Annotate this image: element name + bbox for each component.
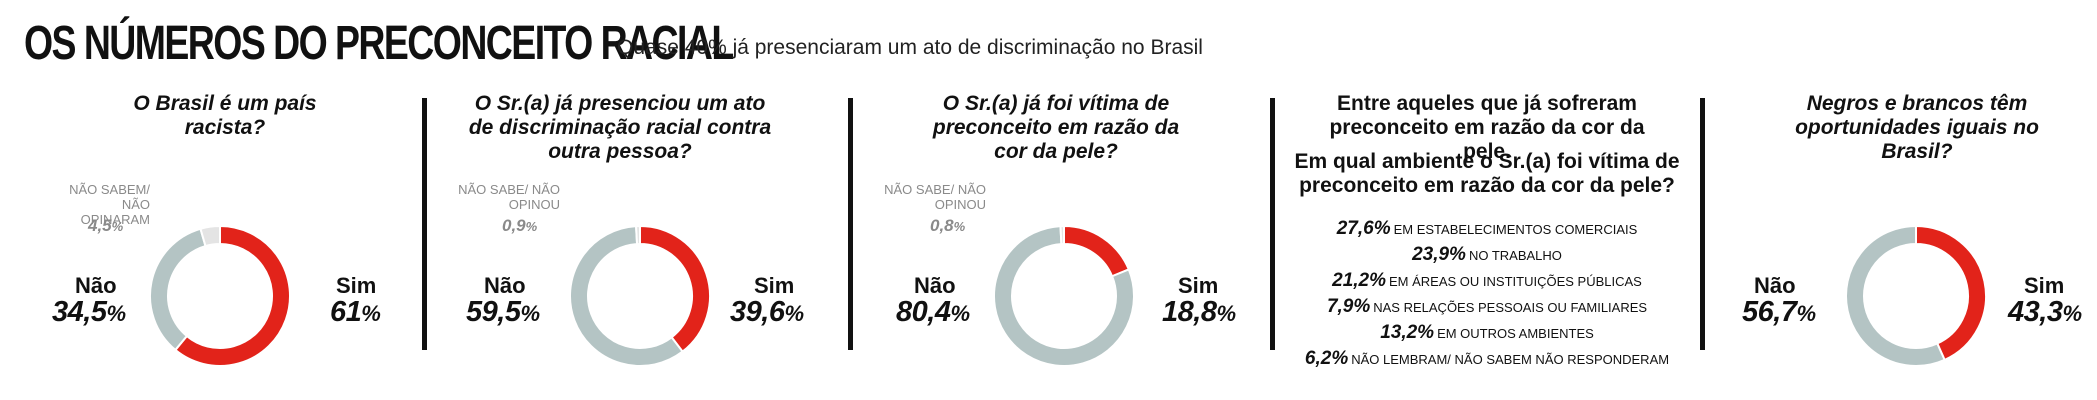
- yes-label: Sim: [336, 273, 377, 298]
- percent-sign: %: [1216, 301, 1236, 326]
- value-number: 18,8: [1162, 296, 1217, 328]
- row-label: EM ÁREAS OU INSTITUIÇÕES PÚBLICAS: [1389, 274, 1642, 289]
- row-value: 6,2%: [1304, 348, 1349, 369]
- no-label: Não: [484, 273, 526, 298]
- percent-sign: %: [361, 301, 381, 326]
- yes-value: 39,6%: [730, 296, 804, 329]
- question-text: O Brasil é um país racista?: [133, 92, 317, 139]
- donut-slice-other: [634, 224, 641, 246]
- no-label: Não: [75, 273, 117, 298]
- other-value: 4,5%: [88, 216, 123, 236]
- donut-chart: [569, 224, 711, 367]
- donut-slice-nao: [569, 225, 684, 367]
- value-number: 34,5: [52, 296, 107, 328]
- chart-panel-environments: Entre aqueles que já sofreram preconceit…: [1282, 88, 1692, 388]
- row-value: 21,2%: [1332, 270, 1387, 291]
- donut-slice-nao: [149, 227, 207, 352]
- other-value: 0,8%: [930, 216, 965, 236]
- yes-label: Sim: [754, 273, 795, 298]
- value-number: 61: [330, 296, 362, 328]
- value-number: 56,7: [1742, 296, 1797, 328]
- value-number: 0,8: [930, 216, 954, 235]
- column-divider: [1700, 98, 1705, 350]
- question-text-2: Em qual ambiente o Sr.(a) foi vítima de …: [1294, 150, 1680, 197]
- environment-list: 27,6% EM ESTABELECIMENTOS COMERCIAIS 23,9…: [1282, 216, 1692, 372]
- percent-sign: %: [2062, 301, 2082, 326]
- other-label: NÃO SABEM/ NÃO OPINARAM: [69, 182, 150, 227]
- no-value: 34,5%: [52, 296, 126, 329]
- percent-sign: %: [106, 301, 126, 326]
- row-label: NAS RELAÇÕES PESSOAIS OU FAMILIARES: [1373, 300, 1648, 315]
- list-item: 7,9% NAS RELAÇÕES PESSOAIS OU FAMILIARES: [1282, 294, 1692, 320]
- chart-panel-racist-country: O Brasil é um país racista? NÃO SABEM/ N…: [20, 88, 420, 388]
- value-number: 4,5: [88, 216, 112, 235]
- percent-sign: %: [1796, 301, 1816, 326]
- percent-sign: %: [520, 301, 540, 326]
- donut-slice-sim: [639, 224, 711, 353]
- chart-panel-witnessed: O Sr.(a) já presenciou um ato de discrim…: [440, 88, 840, 388]
- percent-sign: %: [784, 301, 804, 326]
- no-label: Não: [914, 273, 956, 298]
- no-value: 80,4%: [896, 296, 970, 329]
- donut-slice-other: [1059, 224, 1065, 246]
- chart-panel-opportunities: Negros e brancos têm oportunidades iguai…: [1712, 88, 2092, 388]
- list-item: 21,2% EM ÁREAS OU INSTITUIÇÕES PÚBLICAS: [1282, 268, 1692, 294]
- row-value: 7,9%: [1326, 296, 1371, 317]
- list-item: 6,2% NÃO LEMBRAM/ NÃO SABEM NÃO RESPONDER…: [1282, 346, 1692, 372]
- other-value: 0,9%: [502, 216, 537, 236]
- row-label: EM OUTROS AMBIENTES: [1437, 326, 1594, 341]
- yes-label: Sim: [2024, 273, 2065, 298]
- row-value: 27,6%: [1336, 218, 1391, 239]
- percent-sign: %: [525, 219, 538, 234]
- donut-slice-sim: [173, 224, 291, 367]
- row-label: NO TRABALHO: [1468, 248, 1562, 263]
- no-value: 56,7%: [1742, 296, 1816, 329]
- no-value: 59,5%: [466, 296, 540, 329]
- donut-slice-other: [199, 224, 221, 248]
- yes-value: 18,8%: [1162, 296, 1236, 329]
- list-item: 27,6% EM ESTABELECIMENTOS COMERCIAIS: [1282, 216, 1692, 242]
- donut-slice-nao: [993, 225, 1135, 367]
- value-number: 59,5: [466, 296, 521, 328]
- percent-sign: %: [111, 219, 124, 234]
- no-label: Não: [1754, 273, 1796, 298]
- list-item: 13,2% EM OUTROS AMBIENTES: [1282, 320, 1692, 346]
- donut-chart: [1845, 224, 1987, 367]
- yes-value: 43,3%: [2008, 296, 2082, 329]
- row-label: NÃO LEMBRAM/ NÃO SABEM NÃO RESPONDERAM: [1351, 352, 1670, 367]
- donut-chart: [993, 224, 1135, 367]
- column-divider: [422, 98, 427, 350]
- value-number: 39,6: [730, 296, 785, 328]
- column-divider: [1270, 98, 1275, 350]
- percent-sign: %: [953, 219, 966, 234]
- column-divider: [848, 98, 853, 350]
- question-text: Negros e brancos têm oportunidades iguai…: [1795, 92, 2039, 163]
- question-text: O Sr.(a) já presenciou um ato de discrim…: [468, 92, 772, 163]
- page-subtitle: Quase 40% já presenciaram um ato de disc…: [617, 36, 1203, 59]
- list-item: 23,9% NO TRABALHO: [1282, 242, 1692, 268]
- other-label: NÃO SABE/ NÃO OPINOU: [884, 182, 986, 212]
- row-value: 23,9%: [1412, 244, 1466, 265]
- percent-sign: %: [950, 301, 970, 326]
- donut-chart: [149, 224, 291, 367]
- chart-panel-victim: O Sr.(a) já foi vítima de preconceito em…: [866, 88, 1266, 388]
- row-label: EM ESTABELECIMENTOS COMERCIAIS: [1393, 222, 1638, 237]
- value-number: 43,3: [2008, 296, 2063, 328]
- page-title: OS NÚMEROS DO PRECONCEITO RACIAL: [24, 17, 734, 70]
- yes-label: Sim: [1178, 273, 1219, 298]
- value-number: 80,4: [896, 296, 951, 328]
- row-value: 13,2%: [1380, 322, 1435, 343]
- other-label: NÃO SABE/ NÃO OPINOU: [458, 182, 560, 212]
- yes-value: 61%: [330, 296, 381, 329]
- question-text: Entre aqueles que já sofreram preconceit…: [1329, 92, 1645, 163]
- donut-slice-sim: [1915, 224, 1987, 362]
- question-text: O Sr.(a) já foi vítima de preconceito em…: [932, 92, 1180, 163]
- value-number: 0,9: [502, 216, 526, 235]
- donut-slice-sim: [1063, 224, 1131, 278]
- donut-slice-nao: [1845, 224, 1946, 367]
